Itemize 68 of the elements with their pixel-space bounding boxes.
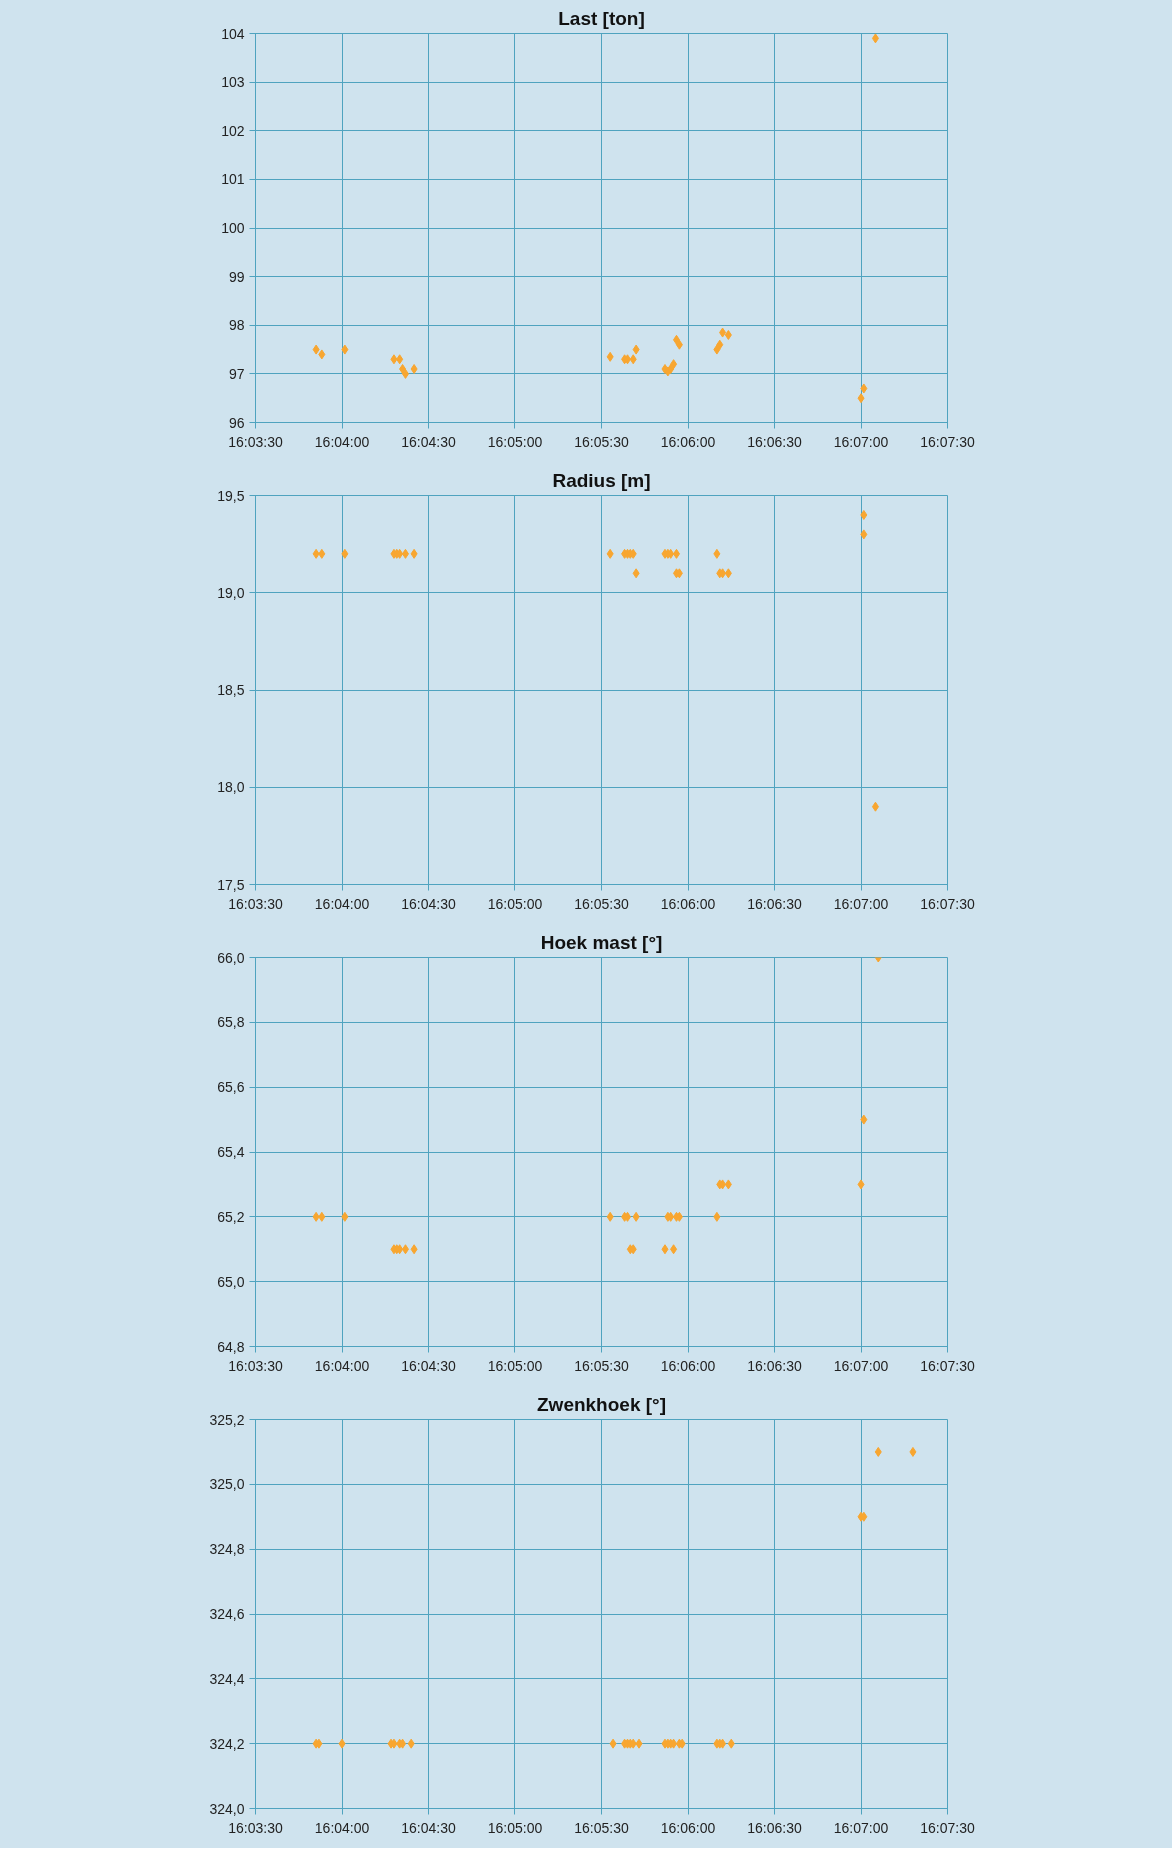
x-tick-label: 16:05:00: [487, 895, 543, 912]
x-tick-label: 16:06:30: [747, 895, 802, 912]
y-tick-label: 98: [228, 317, 245, 334]
x-tick-label: 16:06:00: [660, 895, 716, 912]
x-tick-label: 16:07:30: [920, 895, 975, 912]
chart-title: Last [ton]: [558, 7, 645, 29]
x-tick-label: 16:06:30: [747, 1819, 802, 1836]
y-tick-label: 103: [221, 74, 245, 91]
y-tick-label: 324,0: [209, 1800, 245, 1817]
x-tick-label: 16:05:00: [487, 1357, 543, 1374]
y-tick-label: 18,5: [217, 682, 245, 698]
x-tick-label: 16:04:00: [314, 1819, 370, 1836]
y-tick-label: 325,2: [209, 1411, 245, 1428]
x-tick-label: 16:07:00: [833, 1357, 889, 1374]
x-tick-label: 16:03:30: [228, 1357, 283, 1374]
x-tick-label: 16:04:30: [401, 1819, 456, 1836]
x-tick-label: 16:03:30: [228, 895, 283, 912]
y-tick-label: 104: [221, 25, 245, 42]
x-tick-label: 16:04:30: [401, 895, 456, 912]
x-tick-label: 16:05:30: [574, 433, 630, 450]
y-tick-label: 324,2: [209, 1735, 245, 1752]
y-tick-label: 65,2: [217, 1208, 245, 1225]
y-tick-label: 65,4: [217, 1144, 245, 1160]
x-tick-label: 16:04:00: [314, 433, 370, 450]
x-tick-label: 16:07:30: [920, 433, 975, 450]
y-tick-label: 64,8: [217, 1338, 245, 1355]
y-tick-label: 325,0: [209, 1476, 245, 1493]
y-tick-label: 101: [221, 171, 245, 188]
x-tick-label: 16:07:00: [833, 1819, 889, 1836]
y-tick-label: 100: [221, 220, 245, 236]
x-tick-label: 16:05:00: [487, 433, 543, 450]
y-tick-label: 65,6: [217, 1079, 245, 1096]
chart-title: Hoek mast [°]: [540, 931, 663, 953]
y-tick-label: 324,4: [209, 1670, 245, 1687]
x-tick-label: 16:07:00: [833, 433, 889, 450]
y-tick-label: 96: [228, 414, 245, 431]
x-tick-label: 16:04:30: [401, 433, 456, 450]
x-tick-label: 16:07:30: [920, 1819, 975, 1836]
x-tick-label: 16:06:00: [660, 1357, 716, 1374]
x-tick-label: 16:07:00: [833, 895, 889, 912]
x-tick-label: 16:03:30: [228, 1819, 283, 1836]
x-tick-label: 16:07:30: [920, 1357, 975, 1374]
chart-title: Zwenkhoek [°]: [537, 1393, 667, 1415]
x-tick-label: 16:05:30: [574, 895, 630, 912]
y-tick-label: 19,5: [217, 487, 245, 504]
x-tick-label: 16:03:30: [228, 433, 283, 450]
x-tick-label: 16:06:00: [660, 1819, 716, 1836]
y-tick-label: 324,6: [209, 1606, 245, 1622]
x-tick-label: 16:06:00: [660, 433, 716, 450]
y-tick-label: 324,8: [209, 1541, 245, 1558]
y-tick-label: 65,8: [217, 1014, 245, 1031]
x-tick-label: 16:05:00: [487, 1819, 543, 1836]
x-tick-label: 16:04:00: [314, 895, 370, 912]
x-tick-label: 16:05:30: [574, 1357, 630, 1374]
y-tick-label: 19,0: [217, 584, 245, 601]
x-tick-label: 16:04:00: [314, 1357, 370, 1374]
chart-title: Radius [m]: [552, 469, 651, 491]
y-tick-label: 97: [228, 365, 245, 382]
x-tick-label: 16:06:30: [747, 433, 802, 450]
y-tick-label: 17,5: [217, 876, 245, 893]
y-tick-label: 65,0: [217, 1273, 245, 1290]
y-tick-label: 66,0: [217, 949, 245, 966]
x-tick-label: 16:04:30: [401, 1357, 456, 1374]
y-tick-label: 99: [228, 268, 245, 285]
y-tick-label: 102: [221, 122, 245, 139]
x-tick-label: 16:05:30: [574, 1819, 630, 1836]
y-tick-label: 18,0: [217, 779, 245, 796]
x-tick-label: 16:06:30: [747, 1357, 802, 1374]
